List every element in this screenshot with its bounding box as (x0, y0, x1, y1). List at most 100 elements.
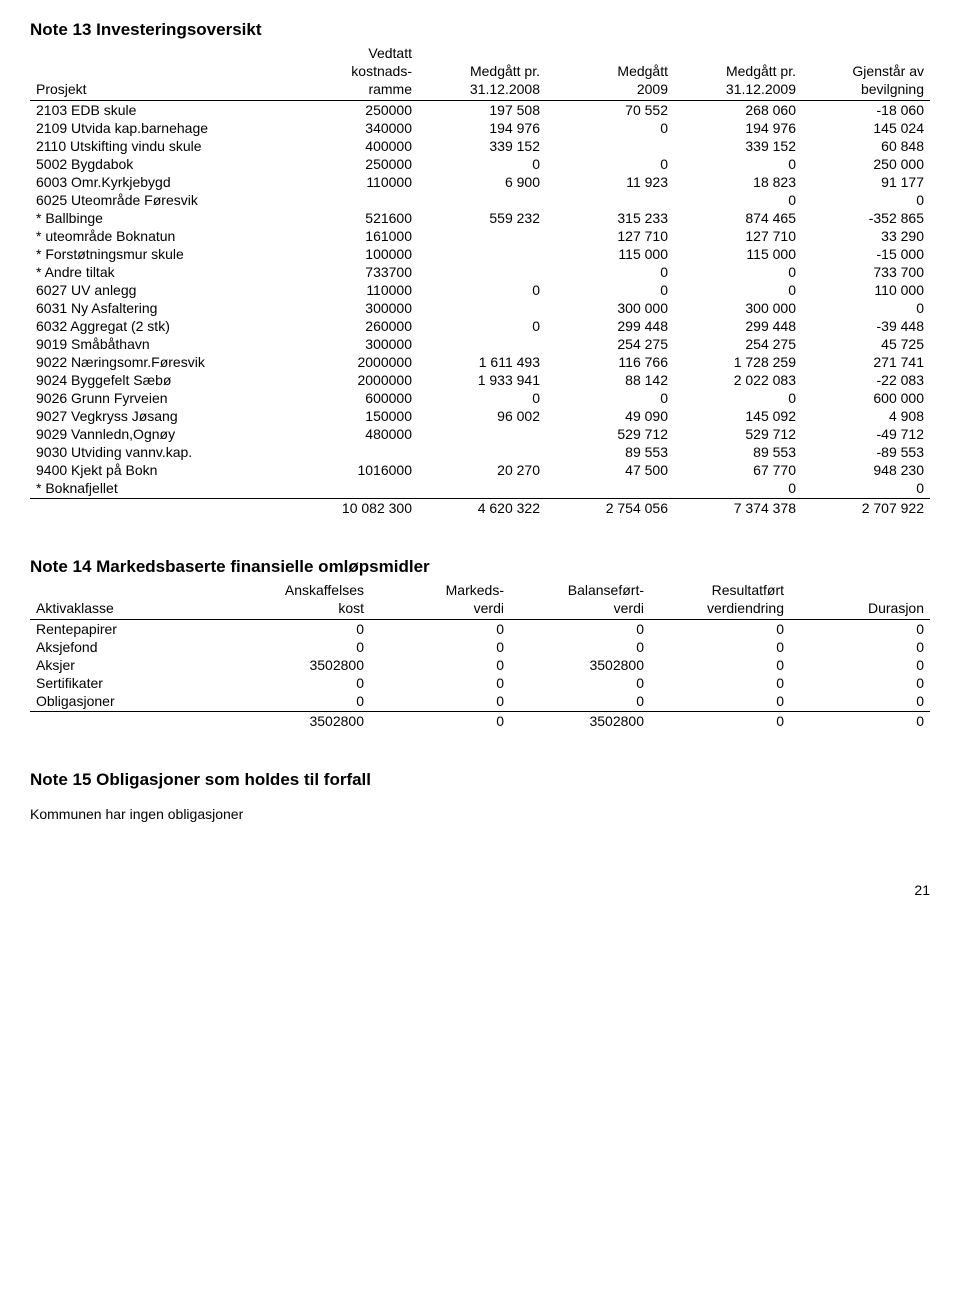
row-cell: 18 823 (674, 173, 802, 191)
row-cell: 0 (790, 638, 930, 656)
row-cell: 0 (802, 299, 930, 317)
row-cell: 299 448 (546, 317, 674, 335)
row-cell: 0 (546, 263, 674, 281)
table-row: * Boknafjellet00 (30, 479, 930, 497)
row-cell: 600000 (290, 389, 418, 407)
row-cell: 0 (370, 692, 510, 710)
table-row: Rentepapirer00000 (30, 619, 930, 638)
header-cell: Prosjekt (30, 80, 290, 98)
table-row: 5002 Bygdabok250000000250 000 (30, 155, 930, 173)
table-row: 6032 Aggregat (2 stk)2600000299 448299 4… (30, 317, 930, 335)
row-cell: 300000 (290, 299, 418, 317)
row-cell: 197 508 (418, 100, 546, 119)
row-cell: 0 (674, 191, 802, 209)
table-row: * Ballbinge521600559 232315 233874 465-3… (30, 209, 930, 227)
row-cell (418, 479, 546, 497)
table-row: Aksjer35028000350280000 (30, 656, 930, 674)
row-cell: 70 552 (546, 100, 674, 119)
row-cell: 559 232 (418, 209, 546, 227)
row-cell (418, 335, 546, 353)
header-cell: Vedtatt (290, 44, 418, 62)
row-cell: 91 177 (802, 173, 930, 191)
row-cell: 1 933 941 (418, 371, 546, 389)
row-cell: 299 448 (674, 317, 802, 335)
row-label: * Ballbinge (30, 209, 290, 227)
row-cell: 115 000 (674, 245, 802, 263)
row-cell: 0 (790, 692, 930, 710)
table-row: * uteområde Boknatun161000127 710127 710… (30, 227, 930, 245)
row-cell: 2000000 (290, 371, 418, 389)
row-cell: 194 976 (418, 119, 546, 137)
row-cell: 49 090 (546, 407, 674, 425)
header-cell: Aktivaklasse (30, 599, 230, 617)
row-cell: -22 083 (802, 371, 930, 389)
row-label: Aksjer (30, 656, 230, 674)
row-cell: 0 (674, 281, 802, 299)
table-row: 2109 Utvida kap.barnehage340000194 97601… (30, 119, 930, 137)
row-cell: 0 (510, 674, 650, 692)
table-row: 6025 Uteområde Føresvik00 (30, 191, 930, 209)
row-cell (546, 191, 674, 209)
row-cell: 110000 (290, 173, 418, 191)
table-row: * Andre tiltak73370000733 700 (30, 263, 930, 281)
row-cell: 88 142 (546, 371, 674, 389)
row-cell: 400000 (290, 137, 418, 155)
row-cell: 145 024 (802, 119, 930, 137)
row-cell: 33 290 (802, 227, 930, 245)
row-label: 2103 EDB skule (30, 100, 290, 119)
row-cell: 254 275 (674, 335, 802, 353)
row-cell (290, 479, 418, 497)
row-cell: 3502800 (230, 656, 370, 674)
table-header-row: Prosjekt ramme 31.12.2008 2009 31.12.200… (30, 80, 930, 98)
row-cell: 0 (790, 674, 930, 692)
row-cell (418, 227, 546, 245)
row-label: 9019 Småbåthavn (30, 335, 290, 353)
row-cell: 194 976 (674, 119, 802, 137)
row-label: 9022 Næringsomr.Føresvik (30, 353, 290, 371)
row-cell: 0 (418, 281, 546, 299)
row-cell: 0 (674, 155, 802, 173)
header-cell: verdiendring (650, 599, 790, 617)
row-cell: 480000 (290, 425, 418, 443)
total-cell: 0 (790, 712, 930, 731)
row-cell: 250 000 (802, 155, 930, 173)
table-row: 9019 Småbåthavn300000254 275254 27545 72… (30, 335, 930, 353)
row-cell: 529 712 (546, 425, 674, 443)
row-cell: 0 (510, 692, 650, 710)
table-row: * Forstøtningsmur skule100000115 000115 … (30, 245, 930, 263)
row-cell: 339 152 (418, 137, 546, 155)
header-cell: Anskaffelses (230, 581, 370, 599)
row-cell: 271 741 (802, 353, 930, 371)
total-cell: 7 374 378 (674, 499, 802, 518)
note14-table: Anskaffelses Markeds- Balanseført- Resul… (30, 581, 930, 730)
row-cell: 0 (370, 638, 510, 656)
row-cell: 300 000 (674, 299, 802, 317)
note13-title: Note 13 Investeringsoversikt (30, 20, 930, 40)
table-row: 2103 EDB skule250000197 50870 552268 060… (30, 100, 930, 119)
row-cell: 0 (802, 479, 930, 497)
note13-table: Vedtatt kostnads- Medgått pr. Medgått Me… (30, 44, 930, 517)
totals-row: 3502800 0 3502800 0 0 (30, 712, 930, 731)
totals-row: 10 082 300 4 620 322 2 754 056 7 374 378… (30, 499, 930, 518)
row-cell: 100000 (290, 245, 418, 263)
table-row: Sertifikater00000 (30, 674, 930, 692)
table-row: 9027 Vegkryss Jøsang15000096 00249 09014… (30, 407, 930, 425)
row-label: * Andre tiltak (30, 263, 290, 281)
row-cell: 0 (370, 619, 510, 638)
row-label: 6032 Aggregat (2 stk) (30, 317, 290, 335)
row-label: 2110 Utskifting vindu skule (30, 137, 290, 155)
header-cell: Gjenstår av (802, 62, 930, 80)
row-cell: 340000 (290, 119, 418, 137)
header-cell: Medgått pr. (674, 62, 802, 80)
header-cell: kostnads- (290, 62, 418, 80)
row-cell: 0 (650, 692, 790, 710)
row-cell: 948 230 (802, 461, 930, 479)
row-cell: 0 (674, 479, 802, 497)
row-cell: 6 900 (418, 173, 546, 191)
row-cell (418, 443, 546, 461)
table-row: 9026 Grunn Fyrveien600000000600 000 (30, 389, 930, 407)
row-label: Rentepapirer (30, 619, 230, 638)
row-cell: 0 (230, 638, 370, 656)
row-cell: -39 448 (802, 317, 930, 335)
table-row: 9024 Byggefelt Sæbø20000001 933 94188 14… (30, 371, 930, 389)
